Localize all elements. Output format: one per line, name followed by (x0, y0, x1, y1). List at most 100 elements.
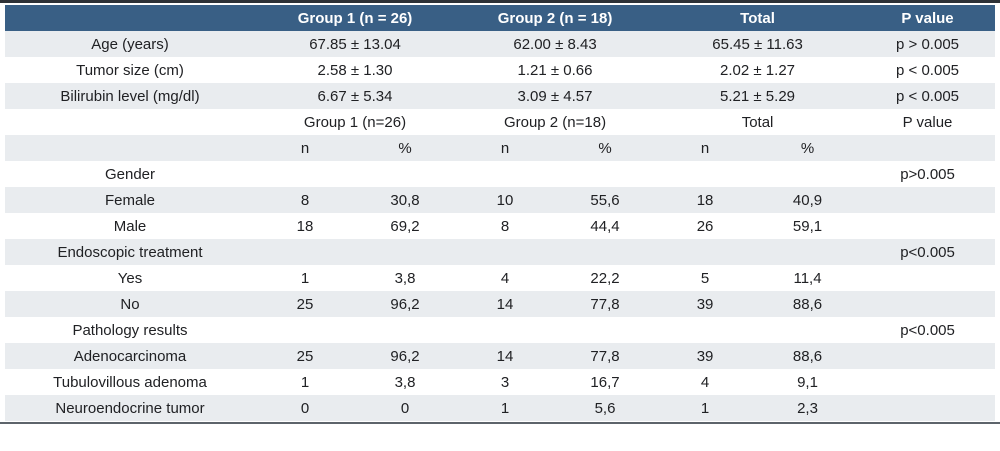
row-label: Female (5, 187, 255, 213)
group2-n: 14 (455, 291, 556, 317)
row-tubulovillous-adenoma: Tubulovillous adenoma 1 3,8 3 16,7 4 9,1 (5, 369, 995, 395)
total-pct: 88,6 (755, 291, 861, 317)
row-label: Gender (104, 165, 156, 183)
group1-value: 67.85 ± 13.04 (255, 31, 456, 57)
total-pct (755, 239, 861, 265)
group1-n: 0 (255, 395, 355, 421)
row-label: Male (113, 217, 147, 235)
row-bilirubin-level: Bilirubin level (mg/dl) 6.67 ± 5.34 3.09… (5, 83, 996, 109)
header-group1: Group 1 (n = 26) (255, 5, 456, 31)
subcol-pct: % (355, 135, 456, 161)
p-value-cell (860, 395, 996, 421)
group1-pct: 30,8 (355, 187, 456, 213)
total-pct: 59,1 (792, 217, 823, 235)
group2-pct (555, 239, 656, 265)
group2-n (455, 239, 556, 265)
group2-pct: 22,2 (590, 269, 620, 287)
total-pct: 88,6 (755, 343, 861, 369)
total-n: 18 (655, 187, 756, 213)
group1-n (255, 239, 355, 265)
group2-pct (555, 317, 655, 343)
subcol-pct: % (555, 135, 656, 161)
total-n (655, 317, 755, 343)
subcol-pct: % (755, 135, 861, 161)
total-value: 2.02 ± 1.27 (720, 61, 796, 79)
group1-pct: 3,8 (394, 269, 416, 287)
row-label: Neuroendocrine tumor (5, 395, 255, 421)
total-n: 4 (700, 373, 710, 391)
group2-pct: 55,6 (555, 187, 656, 213)
table-header-row: Group 1 (n = 26) Group 2 (n = 18) Total … (5, 5, 996, 31)
group2-pct (555, 161, 655, 187)
subheader-total: Total (741, 113, 774, 131)
group2-n (455, 317, 555, 343)
row-label: Endoscopic treatment (5, 239, 255, 265)
total-pct: 2,3 (755, 395, 861, 421)
row-gender: Gender p>0.005 (5, 161, 995, 187)
row-age-years: Age (years) 67.85 ± 13.04 62.00 ± 8.43 6… (5, 31, 996, 57)
total-pct (755, 161, 860, 187)
total-n: 39 (655, 343, 756, 369)
group1-value: 6.67 ± 5.34 (255, 83, 456, 109)
group2-n (455, 161, 555, 187)
subheader-pvalue: P value (902, 113, 953, 131)
group1-n (255, 317, 355, 343)
row-pathology-results: Pathology results p<0.005 (5, 317, 995, 343)
p-value-cell: p > 0.005 (860, 31, 996, 57)
group1-n: 18 (296, 217, 314, 235)
group2-n: 3 (500, 373, 510, 391)
header-group2: Group 2 (n = 18) (455, 5, 656, 31)
p-value-cell (860, 291, 996, 317)
row-label: Tubulovillous adenoma (53, 373, 207, 391)
p-value-cell (860, 369, 995, 395)
group1-n (255, 161, 355, 187)
row-endoscopic-treatment: Endoscopic treatment p<0.005 (5, 239, 996, 265)
row-label: No (5, 291, 255, 317)
group2-n: 8 (500, 217, 510, 235)
row-adenocarcinoma: Adenocarcinoma 25 96,2 14 77,8 39 88,6 (5, 343, 996, 369)
subcol-n: n (655, 135, 756, 161)
group2-pct: 5,6 (555, 395, 656, 421)
group1-n: 25 (255, 291, 355, 317)
table-bottom-rule (0, 422, 1000, 424)
row-label: Age (years) (5, 31, 255, 57)
group2-value: 62.00 ± 8.43 (455, 31, 656, 57)
group1-pct: 96,2 (355, 291, 456, 317)
group2-value: 3.09 ± 4.57 (455, 83, 656, 109)
p-value-cell (860, 343, 996, 369)
group1-n: 25 (255, 343, 355, 369)
group2-pct: 77,8 (555, 343, 656, 369)
group2-pct: 16,7 (590, 373, 620, 391)
header-total: Total (655, 5, 861, 31)
p-value-cell (860, 265, 995, 291)
row-label: Bilirubin level (mg/dl) (5, 83, 255, 109)
total-n: 26 (696, 217, 714, 235)
group2-n: 4 (500, 269, 510, 287)
p-value-cell (860, 213, 995, 239)
total-n: 5 (700, 269, 710, 287)
total-pct: 40,9 (755, 187, 861, 213)
p-value-cell: p>0.005 (900, 165, 955, 183)
row-label: Yes (117, 269, 143, 287)
subcol-n: n (455, 135, 556, 161)
row-tumor-size: Tumor size (cm) 2.58 ± 1.30 1.21 ± 0.66 … (5, 57, 995, 83)
subcol-empty-cell (860, 135, 996, 161)
p-value-cell: p < 0.005 (860, 83, 996, 109)
row-label: Pathology results (72, 321, 188, 339)
subheader-group1: Group 1 (n=26) (303, 113, 407, 131)
group2-n: 14 (455, 343, 556, 369)
total-pct: 11,4 (793, 269, 822, 287)
subheader-group2: Group 2 (n=18) (503, 113, 607, 131)
header-pvalue: P value (860, 5, 996, 31)
group2-pct: 77,8 (555, 291, 656, 317)
group1-n: 8 (255, 187, 355, 213)
total-n: 1 (655, 395, 756, 421)
header-empty-cell (5, 5, 255, 31)
group1-pct (355, 161, 455, 187)
subcol-empty-cell (5, 135, 255, 161)
subcol-n: n (255, 135, 355, 161)
row-yes: Yes 1 3,8 4 22,2 5 11,4 (5, 265, 995, 291)
group2-value: 1.21 ± 0.66 (517, 61, 593, 79)
group1-pct: 69,2 (390, 217, 420, 235)
total-pct (755, 317, 860, 343)
